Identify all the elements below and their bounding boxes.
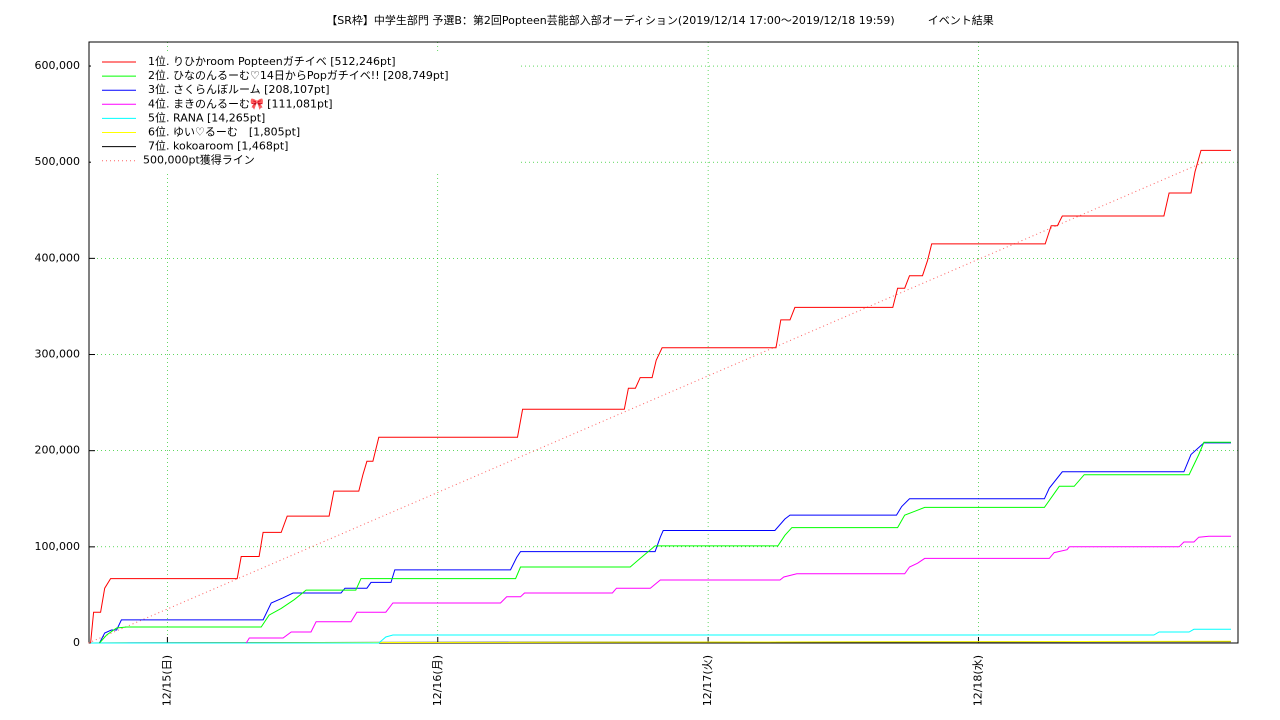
plot-frame bbox=[88, 41, 1239, 644]
x-tick-label: 12/17(火) bbox=[701, 655, 714, 706]
series-line bbox=[99, 442, 1231, 644]
y-tick-label: 100,000 bbox=[35, 540, 81, 553]
series-line bbox=[245, 535, 1231, 644]
y-tick-label: 0 bbox=[73, 636, 80, 649]
legend-label: 4位. まきのんるーむ🎀 [111,081pt] bbox=[148, 96, 333, 110]
y-tick-label: 300,000 bbox=[35, 348, 81, 361]
y-tick-label: 400,000 bbox=[35, 251, 81, 264]
legend-label: 2位. ひなのんるーむ♡14日からPopガチイベ!! [208,749pt] bbox=[148, 68, 449, 82]
legend-label: 5位. RANA [14,265pt] bbox=[148, 110, 265, 124]
x-tick-label: 12/16(月) bbox=[431, 655, 444, 706]
legend-label: 1位. りひかroom Popteenガチイベ [512,246pt] bbox=[148, 54, 396, 68]
x-tick-label: 12/18(水) bbox=[971, 655, 984, 706]
legend-box bbox=[91, 54, 521, 174]
y-tick-label: 500,000 bbox=[35, 155, 81, 168]
legend-label: 6位. ゆい♡るーむ [1,805pt] bbox=[148, 125, 300, 139]
y-tick-label: 600,000 bbox=[35, 59, 81, 72]
legend-label: 7位. kokoaroom [1,468pt] bbox=[148, 139, 288, 153]
legend-label: 500,000pt獲得ライン bbox=[143, 154, 255, 167]
series-line bbox=[88, 161, 1204, 644]
series-line bbox=[99, 441, 1231, 644]
chart-title: 【SR枠】中学生部門 予選B：第2回Popteen芸能部入部オーディション(20… bbox=[326, 13, 993, 27]
y-tick-label: 200,000 bbox=[35, 444, 81, 457]
series-line bbox=[90, 628, 1231, 644]
x-tick-label: 12/15(日) bbox=[160, 655, 173, 706]
legend-label: 3位. さくらんぼルーム [208,107pt] bbox=[148, 82, 330, 96]
series-line bbox=[90, 149, 1231, 644]
